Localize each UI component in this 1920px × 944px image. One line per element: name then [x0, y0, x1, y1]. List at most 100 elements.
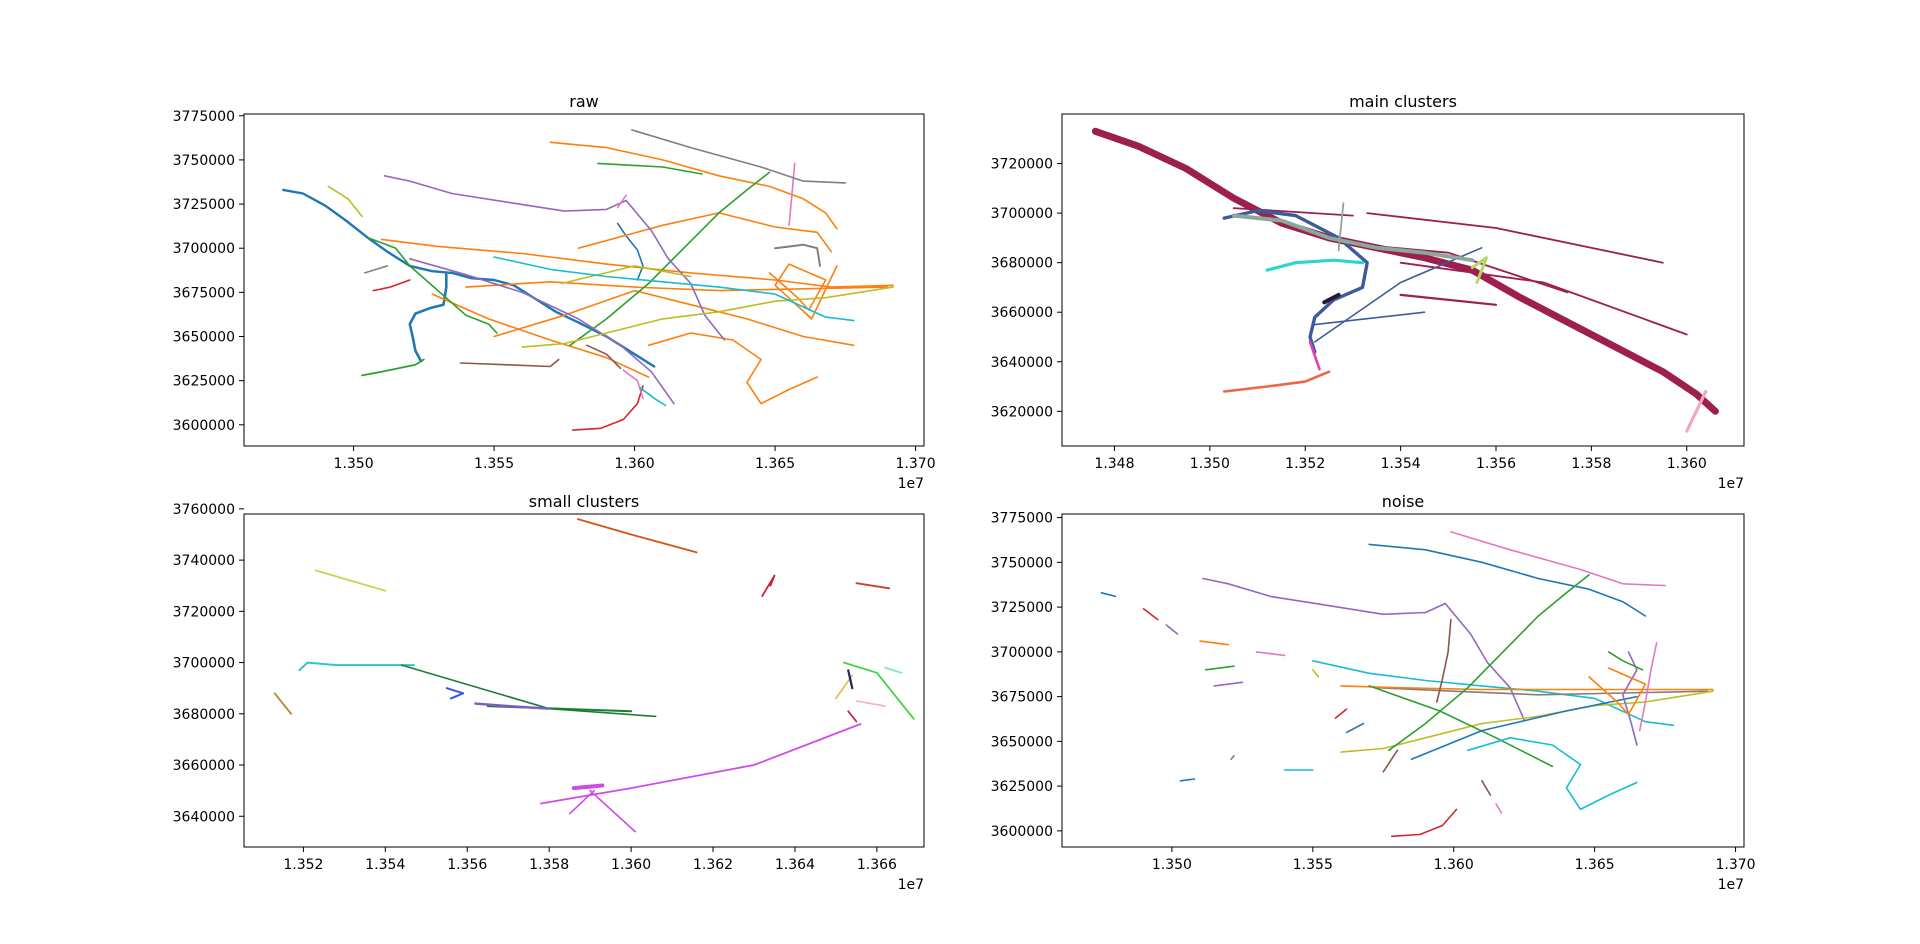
series-line-26: [774, 243, 821, 267]
x-tick-label: 1.360: [611, 857, 651, 873]
series-line-24: [616, 194, 627, 209]
series-line-1: [282, 188, 656, 368]
series-line-13: [761, 574, 776, 597]
series-line-16: [572, 385, 644, 431]
series-line-21: [1165, 624, 1179, 635]
subplot-title-small-clusters: small clusters: [529, 492, 639, 511]
y-tick-label: 3700000: [991, 206, 1053, 222]
series-line-4: [400, 664, 657, 718]
series-line-4: [1366, 212, 1664, 264]
series-line-19: [847, 710, 858, 723]
series-line-6: [474, 702, 551, 710]
y-tick-label: 3625000: [173, 374, 235, 390]
axes-frame: [243, 113, 925, 447]
x-tick-label: 1.356: [1476, 456, 1516, 472]
x-tick-label: 1.360: [615, 456, 655, 472]
axes-frame: [1061, 113, 1745, 447]
series-line-14: [855, 582, 891, 590]
x-tick-label: 1.350: [334, 456, 374, 472]
series-line-19: [1100, 592, 1117, 598]
y-tick-label: 3740000: [173, 553, 235, 569]
y-tick-label: 3750000: [173, 153, 235, 169]
series-line-9: [540, 723, 862, 805]
x-tick-label: 1.352: [283, 857, 323, 873]
series-line-10: [1436, 618, 1452, 703]
y-tick-label: 3700000: [173, 656, 235, 672]
series-line-20: [1142, 608, 1159, 621]
y-tick-label: 3660000: [991, 305, 1053, 321]
series-line-17: [1607, 651, 1644, 671]
x-tick-label: 1.366: [857, 857, 897, 873]
series-line-13: [569, 171, 771, 347]
series-line-22: [622, 369, 644, 400]
x-tick-label: 1.358: [1571, 456, 1611, 472]
series-line-5: [549, 141, 838, 230]
series-line-27: [364, 265, 389, 274]
y-tick-label: 3650000: [991, 734, 1053, 750]
series-line-5: [1376, 686, 1709, 696]
y-tick-label: 3725000: [173, 197, 235, 213]
series-line-28: [1213, 681, 1244, 687]
x-tick-label: 1.350: [1190, 456, 1230, 472]
series-line-5: [1232, 207, 1354, 217]
x-tick-label: 1.364: [775, 857, 815, 873]
series-line-7: [445, 687, 465, 700]
subplot-title-raw: raw: [569, 92, 598, 111]
series-line-31: [1345, 722, 1365, 734]
x-offset-label: 1e7: [898, 476, 924, 492]
series-line-14: [1322, 292, 1341, 305]
series-group: [273, 518, 915, 833]
y-tick-label: 3720000: [991, 157, 1053, 173]
y-tick-label: 3775000: [173, 109, 235, 125]
series-line-15: [366, 236, 498, 334]
series-line-31: [493, 256, 855, 322]
series-line-10: [571, 783, 605, 791]
x-offset-label: 1e7: [1718, 877, 1744, 893]
series-line-24: [1199, 640, 1230, 646]
y-tick-label: 3625000: [991, 779, 1053, 795]
series-line-7: [1222, 208, 1369, 354]
series-line-16: [1588, 667, 1647, 716]
series-line-14: [361, 358, 425, 377]
series-line-9: [577, 212, 833, 253]
series-line-18: [855, 700, 886, 707]
series-line-25: [631, 129, 847, 184]
x-tick-label: 1.362: [693, 857, 733, 873]
series-line-3: [298, 661, 415, 672]
series-line-33: [1495, 803, 1503, 814]
x-offset-label: 1e7: [898, 877, 924, 893]
y-tick-label: 3600000: [173, 418, 235, 434]
subplot-main-clusters: 1.348 1.350 1.352 1.354 1.356 1.358 1.360 36200…: [991, 92, 1745, 492]
x-tick-label: 1.365: [755, 456, 795, 472]
y-tick-label: 3640000: [991, 355, 1053, 371]
subplot-title-main-clusters: main clusters: [1349, 92, 1457, 111]
x-tick-label: 1.365: [1575, 857, 1615, 873]
series-line-7: [1340, 690, 1714, 753]
y-tick-label: 3760000: [173, 502, 235, 518]
series-line-20: [884, 666, 903, 674]
series-line-25: [1204, 665, 1235, 671]
y-tick-label: 3620000: [991, 404, 1053, 420]
series-line-28: [521, 286, 894, 348]
series-line-18: [383, 175, 726, 341]
series-group: [1100, 531, 1714, 838]
series-line-13: [1470, 256, 1488, 284]
x-tick-label: 1.354: [365, 857, 405, 873]
series-line-32: [1481, 780, 1492, 796]
series-line-10: [431, 293, 650, 378]
series-line-10: [1231, 213, 1475, 263]
series-line-1: [1368, 543, 1647, 617]
series-line-12: [1467, 737, 1638, 811]
y-tick-label: 3725000: [991, 600, 1053, 616]
series-line-17: [372, 279, 411, 292]
x-offset-label: 1e7: [1718, 476, 1744, 492]
series-line-9: [1314, 311, 1426, 326]
x-tick-label: 1.370: [896, 456, 936, 472]
series-line-19: [409, 258, 675, 405]
series-line-23: [788, 162, 796, 227]
axes-frame: [1061, 513, 1745, 848]
series-line-16: [1222, 370, 1331, 393]
series-line-15: [1308, 340, 1321, 371]
series-line-20: [459, 358, 560, 368]
